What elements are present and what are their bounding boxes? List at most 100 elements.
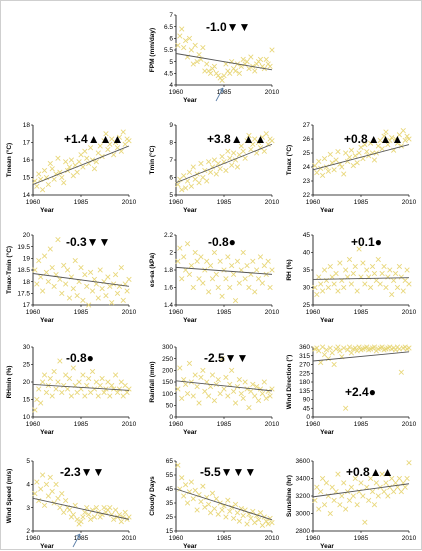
data-point xyxy=(254,267,260,273)
data-point xyxy=(392,480,399,486)
trend-line xyxy=(175,53,273,71)
x-tick-label: 1960 xyxy=(169,535,184,542)
trend-line xyxy=(312,351,410,362)
data-point xyxy=(107,393,113,399)
data-point xyxy=(190,61,196,67)
data-point xyxy=(325,284,331,291)
data-point xyxy=(236,280,242,286)
y-tick-label: 15 xyxy=(166,528,174,535)
data-point xyxy=(211,398,218,404)
data-point xyxy=(84,382,90,389)
data-point xyxy=(105,274,111,280)
data-point xyxy=(261,379,267,385)
y-axis-label: Wind Speed (m/s) xyxy=(6,469,13,523)
data-point xyxy=(392,347,399,353)
data-point xyxy=(200,367,206,373)
data-point xyxy=(236,518,242,524)
data-point xyxy=(221,73,227,79)
y-tick-label: 17 xyxy=(23,302,31,309)
y-tick-label: 1.8 xyxy=(164,267,173,274)
y-axis-label: Wind Direction (°) xyxy=(285,355,293,410)
data-point xyxy=(179,187,185,193)
data-point xyxy=(341,171,347,177)
data-point xyxy=(194,384,200,390)
y-tick-label: 2.2 xyxy=(164,232,173,239)
data-point xyxy=(325,356,331,362)
data-point xyxy=(223,167,229,174)
y-tick-label: 7 xyxy=(169,157,173,164)
data-point xyxy=(198,160,204,167)
data-point xyxy=(206,289,212,295)
data-point xyxy=(232,501,239,508)
data-point xyxy=(116,512,123,518)
data-point xyxy=(341,284,347,291)
data-point xyxy=(373,480,379,486)
data-point xyxy=(188,183,194,189)
data-point xyxy=(344,347,351,353)
data-point xyxy=(66,507,73,513)
data-point xyxy=(346,344,353,350)
data-point xyxy=(181,45,187,51)
trend-annotation: -0.8● xyxy=(208,235,236,249)
data-point xyxy=(234,384,241,390)
data-point xyxy=(246,66,252,72)
data-point xyxy=(232,400,239,406)
y-tick-label: 150 xyxy=(162,379,173,386)
data-point xyxy=(335,471,341,477)
data-point xyxy=(36,258,42,264)
data-point xyxy=(190,284,196,291)
x-tick-label: 2010 xyxy=(402,309,417,316)
data-point xyxy=(202,267,208,273)
data-point xyxy=(352,153,358,159)
data-point xyxy=(207,510,214,516)
y-tick-label: 17 xyxy=(23,140,31,147)
trend-line xyxy=(312,277,410,280)
data-point xyxy=(38,486,44,492)
data-point xyxy=(179,276,185,282)
data-point xyxy=(267,284,273,291)
data-point xyxy=(114,290,121,296)
data-point xyxy=(207,263,214,269)
data-point xyxy=(377,281,383,287)
x-tick-label: 1960 xyxy=(169,199,184,206)
data-point xyxy=(179,395,185,401)
trend-annotation: +0.1● xyxy=(351,235,382,249)
data-point xyxy=(32,267,38,273)
data-point xyxy=(89,368,96,375)
data-point xyxy=(314,345,320,351)
data-point xyxy=(346,154,353,160)
data-point xyxy=(177,33,183,39)
data-point xyxy=(312,162,318,169)
data-point xyxy=(375,256,381,263)
data-point xyxy=(257,254,264,260)
data-point xyxy=(68,157,75,163)
trend-line xyxy=(175,488,273,521)
data-point xyxy=(379,270,385,277)
data-point xyxy=(358,144,364,151)
data-point xyxy=(335,344,341,350)
data-point xyxy=(116,134,123,140)
data-point xyxy=(126,276,132,282)
trend-annotation: +0.8▲▲ xyxy=(346,465,393,479)
trend-line xyxy=(312,483,410,498)
y-tick-label: 1.6 xyxy=(164,285,173,292)
data-point xyxy=(217,258,223,264)
data-point xyxy=(331,281,337,287)
trend-annotation: -1.0▼▼ xyxy=(206,20,250,34)
data-point xyxy=(350,162,356,169)
data-point xyxy=(394,140,401,146)
data-point xyxy=(186,35,193,41)
data-point xyxy=(101,505,107,511)
x-tick-label: 1960 xyxy=(306,535,321,542)
y-axis-label: Rainfall (mm) xyxy=(149,361,156,402)
y-tick-label: 3600 xyxy=(296,458,311,465)
data-point xyxy=(354,348,360,354)
x-axis-label: Year xyxy=(183,207,197,214)
data-point xyxy=(252,289,258,295)
data-point xyxy=(255,276,262,282)
data-point xyxy=(250,141,256,147)
trend-line xyxy=(312,144,410,171)
data-point xyxy=(321,267,328,273)
data-point xyxy=(97,267,103,273)
